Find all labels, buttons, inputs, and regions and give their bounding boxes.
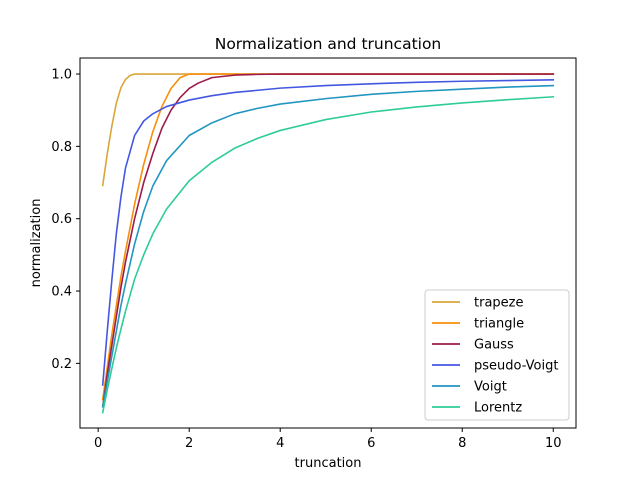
y-tick-label: 0.2 bbox=[51, 357, 72, 372]
x-tick-label: 2 bbox=[185, 436, 193, 451]
y-tick-label: 1.0 bbox=[51, 68, 72, 83]
series-line-voigt bbox=[101, 84, 555, 408]
legend-frame bbox=[424, 289, 570, 421]
x-tick-label: 0 bbox=[94, 436, 102, 451]
series-line-pseudo-voigt bbox=[101, 78, 555, 386]
x-tick-label: 10 bbox=[545, 436, 562, 451]
y-axis-label: normalization bbox=[29, 199, 44, 288]
plot-frame bbox=[79, 57, 577, 429]
y-tick-label: 0.4 bbox=[51, 285, 72, 300]
series-line-gauss bbox=[101, 73, 555, 408]
legend-label-lorentz: Lorentz bbox=[474, 401, 522, 416]
series-line-lorentz bbox=[101, 95, 555, 414]
legend: trapeze triangle Gauss pseudo-Voigt Voigt Lor… bbox=[424, 289, 570, 421]
legend-label-trapeze: trapeze bbox=[474, 296, 523, 311]
x-tick-label: 8 bbox=[458, 436, 466, 451]
legend-label-triangle: triangle bbox=[474, 317, 524, 332]
y-tick-label: 0.6 bbox=[51, 212, 72, 227]
legend-label-pseudo-voigt: pseudo-Voigt bbox=[474, 359, 558, 374]
y-tick-label: 0.8 bbox=[51, 140, 72, 155]
chart-title: Normalization and truncation bbox=[215, 35, 442, 53]
legend-label-voigt: Voigt bbox=[474, 380, 507, 395]
x-tick-label: 4 bbox=[276, 436, 284, 451]
plot-area bbox=[79, 57, 577, 429]
legend-label-gauss: Gauss bbox=[474, 338, 514, 353]
x-axis-label: truncation bbox=[295, 456, 362, 471]
y-axis: 0.2 0.4 0.6 0.8 1.0 bbox=[51, 68, 80, 372]
x-tick-label: 6 bbox=[367, 436, 375, 451]
x-axis: 0 2 4 6 8 10 bbox=[94, 428, 562, 451]
series-layer bbox=[101, 73, 555, 414]
